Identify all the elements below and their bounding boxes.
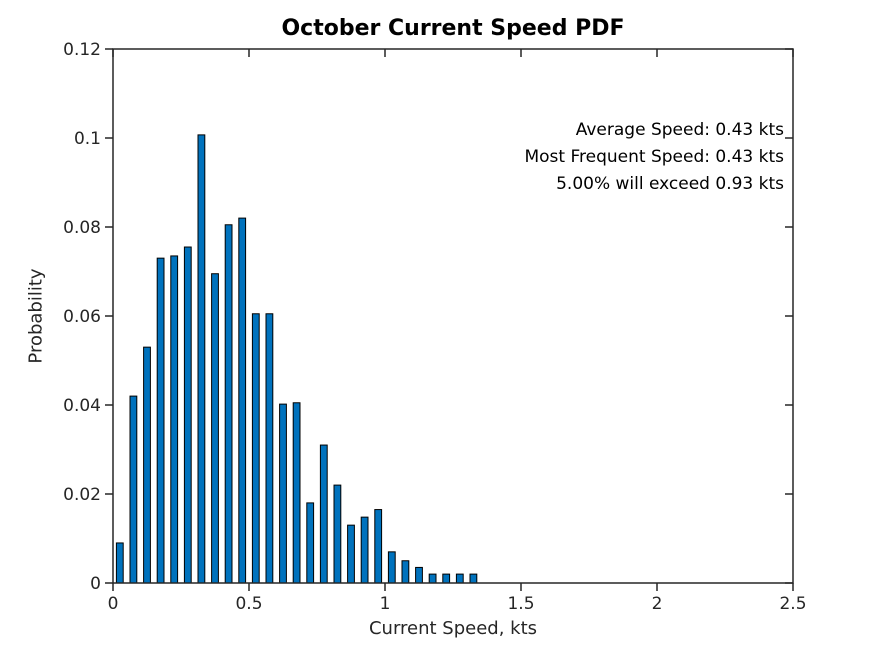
histogram-bar xyxy=(211,273,219,584)
histogram-bar xyxy=(238,217,247,584)
histogram-bar xyxy=(333,484,342,584)
y-tick-label: 0.02 xyxy=(63,485,101,505)
histogram-bar xyxy=(129,395,138,584)
histogram-bar xyxy=(170,255,179,584)
x-tick-label: 1.5 xyxy=(507,594,534,614)
x-tick-label: 1 xyxy=(380,594,391,614)
annotation-most-frequent-speed: Most Frequent Speed: 0.43 kts xyxy=(524,147,784,167)
histogram-bar xyxy=(442,573,451,584)
x-tick-label: 2.5 xyxy=(779,594,806,614)
y-tick-label: 0.12 xyxy=(63,40,101,60)
x-tick-label: 0 xyxy=(108,594,119,614)
histogram-bar xyxy=(251,313,260,584)
histogram-bar xyxy=(428,573,437,584)
x-tick-label: 0.5 xyxy=(235,594,262,614)
histogram-bar xyxy=(224,224,233,584)
histogram-bar xyxy=(319,444,328,584)
x-axis-label: Current Speed, kts xyxy=(368,618,538,639)
y-tick-label: 0.04 xyxy=(63,396,101,416)
y-tick-label: 0 xyxy=(90,574,101,594)
y-tick-label: 0.1 xyxy=(74,129,101,149)
histogram-bar xyxy=(265,313,274,584)
stats-annotation: Average Speed: 0.43 kts Most Frequent Sp… xyxy=(524,117,784,198)
histogram-bar xyxy=(156,257,165,584)
histogram-bar xyxy=(401,560,410,584)
histogram-bar xyxy=(306,502,315,584)
chart-title: October Current Speed PDF xyxy=(281,16,625,41)
histogram-bar xyxy=(374,509,383,584)
histogram-bar xyxy=(183,246,192,584)
histogram-bar xyxy=(360,516,369,584)
histogram-bar xyxy=(415,566,423,584)
histogram-bar xyxy=(292,402,301,584)
histogram-bar xyxy=(387,551,396,584)
y-tick-label: 0.06 xyxy=(63,307,101,327)
histogram-bar xyxy=(347,524,355,584)
annotation-average-speed: Average Speed: 0.43 kts xyxy=(575,120,784,140)
histogram-bar xyxy=(455,573,464,584)
histogram-bar xyxy=(197,134,206,584)
y-tick-label: 0.08 xyxy=(63,218,101,238)
histogram-bar xyxy=(143,346,151,584)
histogram-bar xyxy=(469,573,478,584)
histogram-bar xyxy=(115,542,124,584)
x-tick-label: 2 xyxy=(652,594,663,614)
histogram-bar xyxy=(279,403,287,584)
annotation-exceedance: 5.00% will exceed 0.93 kts xyxy=(556,174,784,194)
